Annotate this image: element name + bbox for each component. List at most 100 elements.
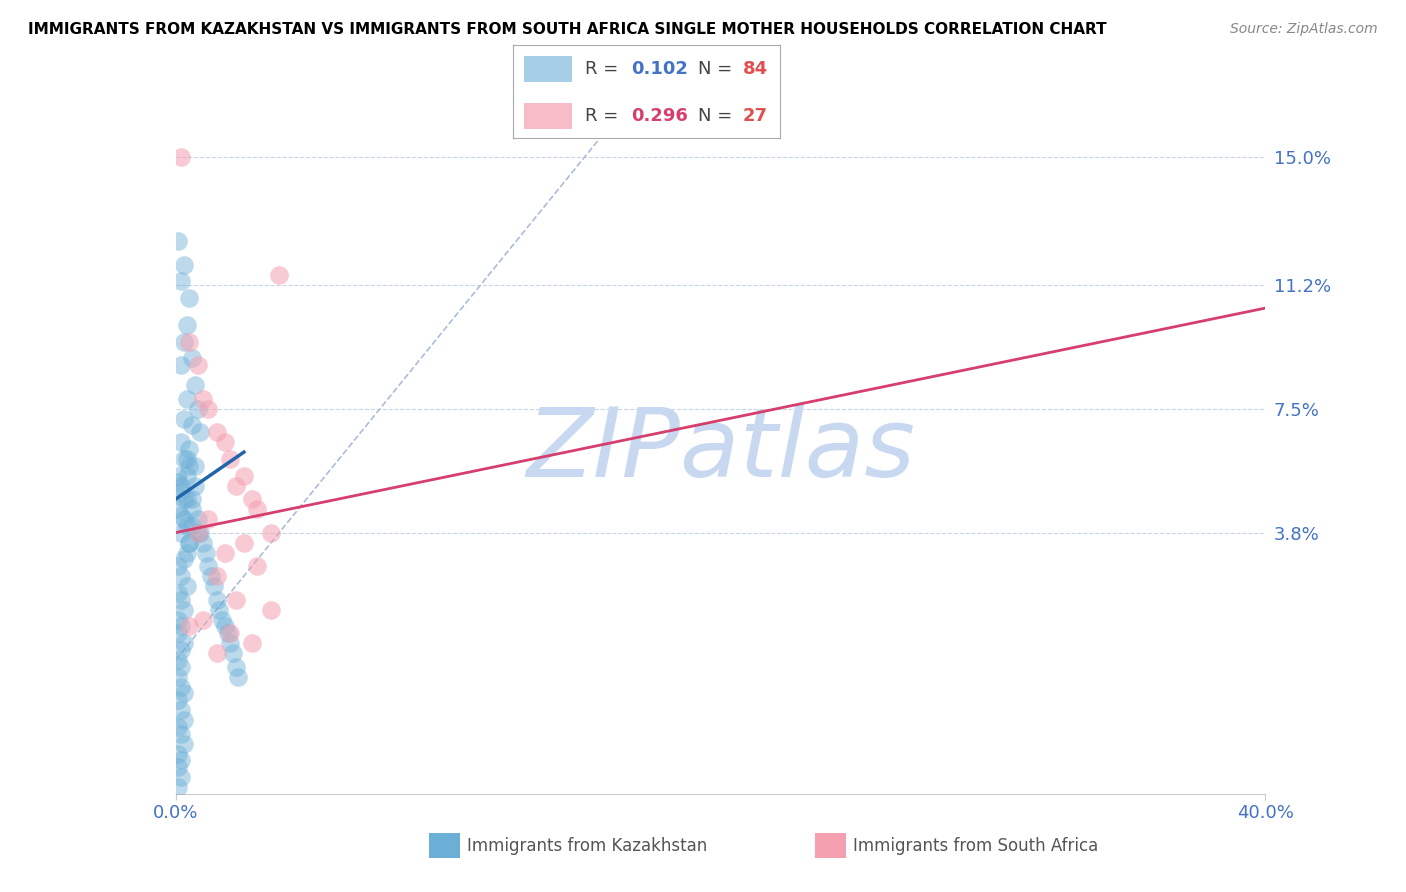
Point [170, 703, 193, 717]
Point [188, 525, 211, 540]
Point [219, 636, 242, 650]
Point [170, 485, 193, 500]
Point [173, 411, 195, 425]
Point [188, 425, 211, 439]
Text: 84: 84 [742, 60, 768, 78]
Point [186, 525, 209, 540]
Point [167, 653, 190, 667]
Point [176, 318, 198, 332]
Point [173, 602, 195, 616]
Point [173, 512, 195, 526]
Point [232, 535, 254, 549]
Point [176, 546, 198, 560]
Point [225, 659, 247, 673]
Point [170, 508, 193, 523]
Point [186, 525, 209, 540]
Text: ZIPatlas: ZIPatlas [526, 404, 915, 497]
Point [191, 613, 214, 627]
Point [173, 334, 195, 349]
Point [167, 586, 190, 600]
Point [176, 519, 198, 533]
Bar [524, 103, 572, 129]
Point [179, 291, 201, 305]
Point [228, 670, 250, 684]
Point [202, 579, 225, 593]
Point [173, 552, 195, 566]
Point [167, 475, 190, 490]
Point [170, 726, 193, 740]
Point [170, 592, 193, 607]
Point [246, 559, 269, 574]
Point [269, 268, 291, 282]
Point [170, 274, 193, 288]
Point [176, 392, 198, 406]
Point [167, 626, 190, 640]
Text: Immigrants from Kazakhstan: Immigrants from Kazakhstan [467, 837, 707, 855]
Point [240, 491, 263, 506]
Point [197, 512, 219, 526]
Point [170, 569, 193, 583]
Point [173, 258, 195, 272]
Point [170, 619, 193, 633]
Point [181, 351, 204, 366]
Point [214, 435, 236, 450]
Point [197, 401, 219, 416]
Point [225, 592, 247, 607]
Point [167, 613, 190, 627]
Point [167, 720, 190, 734]
Point [205, 425, 228, 439]
Point [179, 442, 201, 456]
Point [173, 491, 195, 506]
Point [173, 737, 195, 751]
Point [167, 670, 190, 684]
Point [260, 525, 283, 540]
Point [170, 642, 193, 657]
Point [205, 592, 228, 607]
Point [205, 569, 228, 583]
Point [167, 468, 190, 483]
Point [214, 619, 236, 633]
Point [179, 619, 201, 633]
Point [167, 234, 190, 248]
Point [240, 636, 263, 650]
Point [186, 512, 209, 526]
Point [191, 392, 214, 406]
Point [184, 378, 207, 392]
Point [176, 451, 198, 466]
Point [167, 693, 190, 707]
Point [219, 451, 242, 466]
Point [225, 478, 247, 492]
Text: Immigrants from South Africa: Immigrants from South Africa [853, 837, 1098, 855]
Text: Source: ZipAtlas.com: Source: ZipAtlas.com [1230, 22, 1378, 37]
Text: 0.296: 0.296 [631, 107, 688, 125]
Point [222, 646, 245, 660]
Point [179, 535, 201, 549]
Point [197, 559, 219, 574]
Point [217, 626, 239, 640]
Point [219, 626, 242, 640]
Point [167, 747, 190, 761]
Point [246, 502, 269, 516]
Point [170, 150, 193, 164]
Text: N =: N = [697, 107, 738, 125]
Point [184, 458, 207, 473]
Point [170, 478, 193, 492]
Point [176, 491, 198, 506]
Point [167, 559, 190, 574]
Point [170, 680, 193, 694]
Point [173, 713, 195, 727]
Point [167, 780, 190, 794]
Point [176, 468, 198, 483]
Text: 27: 27 [742, 107, 768, 125]
Point [167, 760, 190, 774]
Point [170, 659, 193, 673]
Point [170, 435, 193, 450]
Point [205, 646, 228, 660]
Text: R =: R = [585, 60, 624, 78]
Point [176, 579, 198, 593]
Point [200, 569, 222, 583]
Text: 0.102: 0.102 [631, 60, 688, 78]
Point [170, 358, 193, 372]
Point [260, 602, 283, 616]
Point [173, 636, 195, 650]
